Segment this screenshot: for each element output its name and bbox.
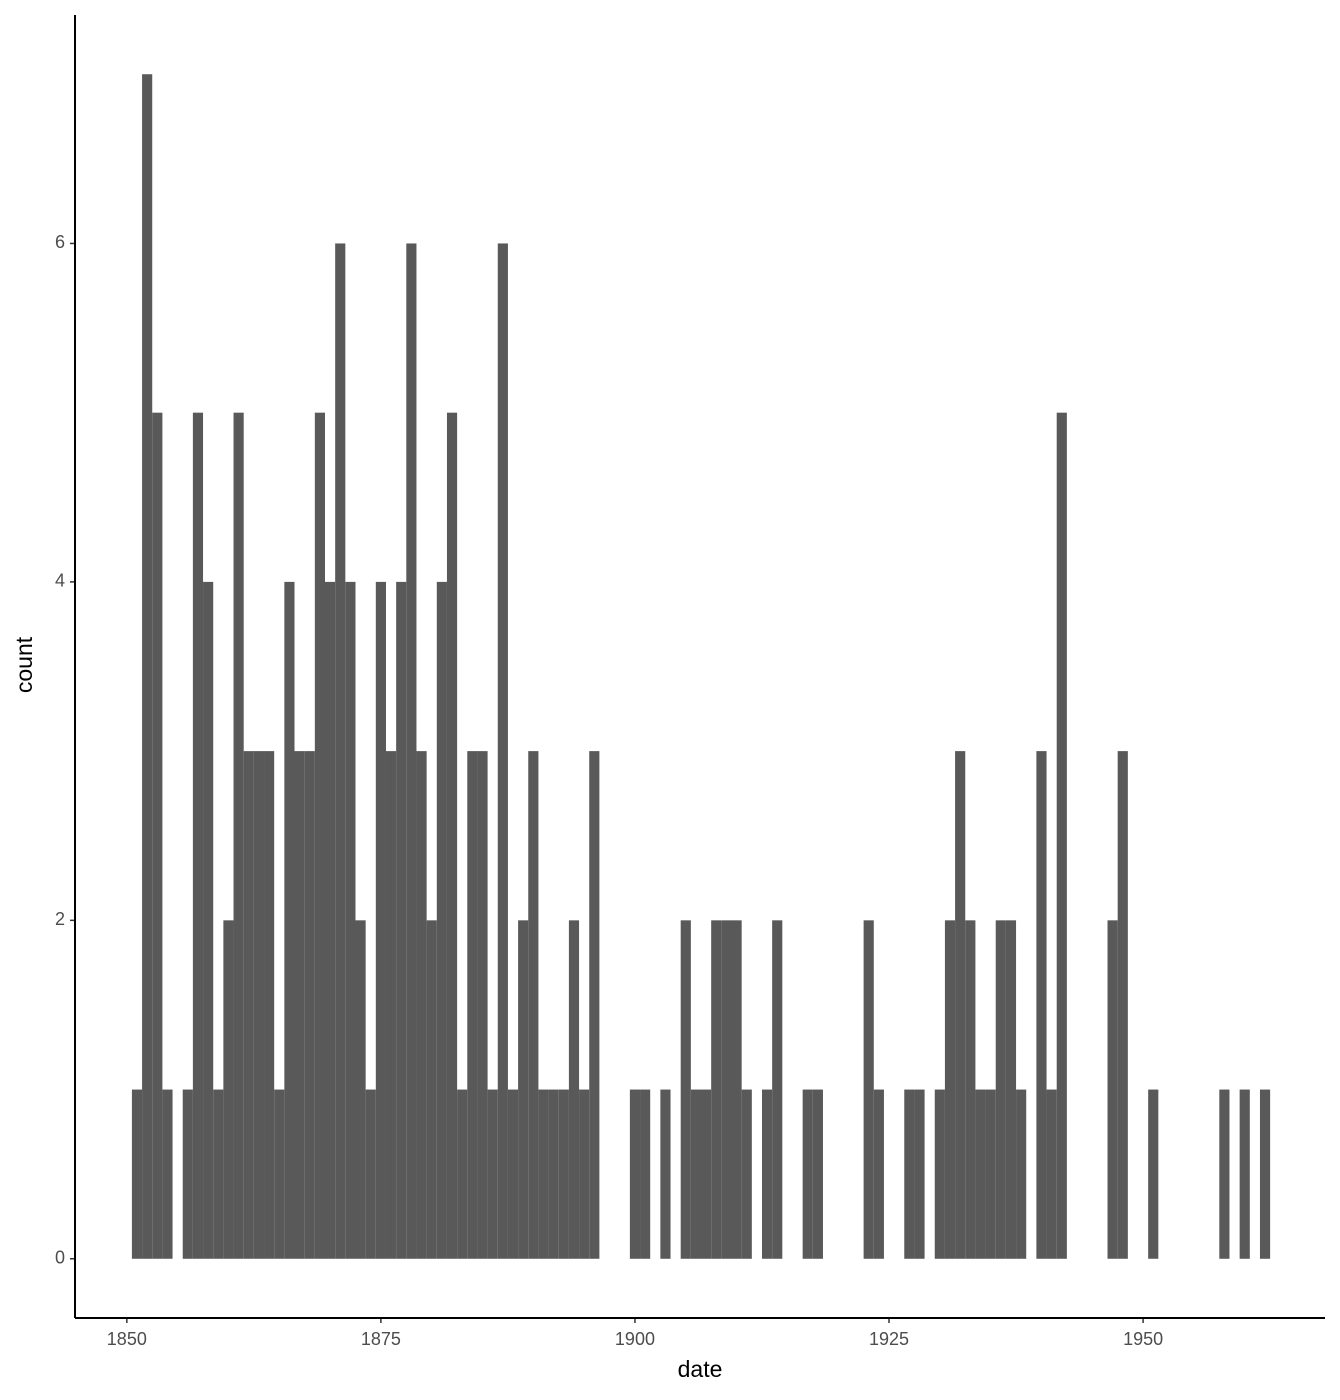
bar xyxy=(426,920,437,1259)
y-tick-label: 6 xyxy=(55,232,65,252)
bar xyxy=(436,581,447,1259)
bar xyxy=(863,920,874,1259)
bar xyxy=(1056,412,1067,1259)
bar xyxy=(1219,1089,1230,1259)
bar xyxy=(1239,1089,1250,1259)
bar xyxy=(1148,1089,1159,1259)
bar xyxy=(640,1089,651,1259)
bar xyxy=(325,581,336,1259)
bar xyxy=(629,1089,641,1259)
bar xyxy=(162,1089,173,1259)
bar xyxy=(558,1089,569,1259)
bar xyxy=(955,751,966,1259)
bar xyxy=(253,751,265,1259)
bar xyxy=(812,1089,823,1259)
bar xyxy=(1036,751,1047,1259)
bar xyxy=(203,581,214,1259)
bar xyxy=(233,412,244,1259)
bar xyxy=(243,751,254,1259)
bar xyxy=(507,1089,519,1259)
bar xyxy=(477,751,488,1259)
bar xyxy=(1259,1089,1271,1259)
bar xyxy=(589,751,600,1259)
bar xyxy=(385,751,397,1259)
bar xyxy=(274,1089,285,1259)
bar xyxy=(802,1089,813,1259)
bar xyxy=(975,1089,986,1259)
bar xyxy=(772,920,783,1259)
bar xyxy=(1046,1089,1057,1259)
bar xyxy=(904,1089,915,1259)
bar xyxy=(741,1089,752,1259)
bar xyxy=(538,1089,549,1259)
bar xyxy=(680,920,691,1259)
bar xyxy=(365,1089,376,1259)
bar xyxy=(131,1089,143,1259)
bar xyxy=(701,1089,712,1259)
bar xyxy=(467,751,478,1259)
x-tick-label: 1850 xyxy=(107,1329,147,1349)
bar xyxy=(1107,920,1118,1259)
bar xyxy=(711,920,722,1259)
bar xyxy=(660,1089,671,1259)
bar xyxy=(518,920,529,1259)
bar xyxy=(294,751,305,1259)
bar xyxy=(579,1089,590,1259)
y-tick-label: 0 xyxy=(55,1248,65,1268)
bar xyxy=(497,243,508,1259)
bar xyxy=(182,1089,193,1259)
bar xyxy=(152,412,163,1259)
x-tick-label: 1925 xyxy=(869,1329,909,1349)
bar xyxy=(142,74,153,1259)
bar xyxy=(721,920,732,1259)
y-tick-label: 4 xyxy=(55,571,65,591)
bar xyxy=(284,581,295,1259)
bar xyxy=(1005,920,1017,1259)
bar xyxy=(446,412,458,1259)
bar xyxy=(487,1089,498,1259)
x-tick-label: 1900 xyxy=(615,1329,655,1349)
bar xyxy=(416,751,427,1259)
bar xyxy=(1016,1089,1027,1259)
bar xyxy=(548,1089,559,1259)
x-axis-title: date xyxy=(678,1356,723,1382)
bar xyxy=(568,920,580,1259)
bar xyxy=(406,243,417,1259)
bar xyxy=(213,1089,224,1259)
bar xyxy=(375,581,386,1259)
bar xyxy=(934,1089,945,1259)
bar xyxy=(264,751,275,1259)
bar xyxy=(335,243,346,1259)
bar xyxy=(690,1089,702,1259)
x-tick-label: 1950 xyxy=(1123,1329,1163,1349)
bar xyxy=(995,920,1006,1259)
bar xyxy=(457,1089,468,1259)
x-tick-label: 1875 xyxy=(361,1329,401,1349)
bar xyxy=(873,1089,884,1259)
bar xyxy=(304,751,315,1259)
bar xyxy=(314,412,325,1259)
bar xyxy=(761,1089,773,1259)
y-axis-title: count xyxy=(11,636,37,693)
bar xyxy=(944,920,956,1259)
y-tick-label: 2 xyxy=(55,909,65,929)
bar xyxy=(985,1089,996,1259)
bar xyxy=(355,920,366,1259)
bar xyxy=(1117,751,1128,1259)
bar xyxy=(223,920,234,1259)
bar xyxy=(396,581,407,1259)
bar xyxy=(731,920,742,1259)
bar xyxy=(345,581,356,1259)
bar xyxy=(965,920,976,1259)
bar xyxy=(914,1089,925,1259)
bar xyxy=(192,412,204,1259)
bar xyxy=(528,751,539,1259)
